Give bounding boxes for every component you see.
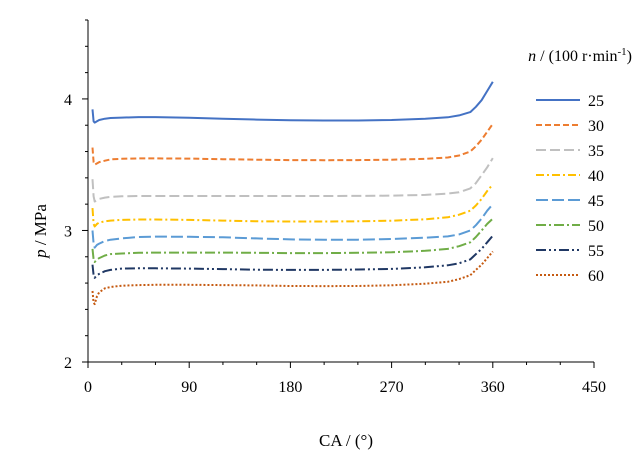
- series-line-50: [91, 217, 494, 263]
- series-line-30: [91, 123, 494, 166]
- series-lines: [91, 81, 494, 306]
- legend-label-45: 45: [588, 193, 604, 210]
- series-line-45: [91, 203, 494, 249]
- x-tick-label: 360: [481, 379, 505, 396]
- x-ticks: 0 90 180 270 360 450: [84, 362, 606, 396]
- series-line-60: [91, 250, 494, 306]
- legend-label-40: 40: [588, 168, 604, 185]
- legend-title-close: ): [627, 48, 632, 65]
- y-ticks: 2 3 4: [64, 19, 88, 372]
- x-tick-label: 450: [582, 379, 606, 396]
- series-line-25: [91, 81, 494, 124]
- x-tick-label: 90: [181, 379, 197, 396]
- legend-label-55: 55: [588, 243, 604, 260]
- y-tick-label: 4: [64, 92, 72, 109]
- x-tick-label: 0: [84, 379, 92, 396]
- legend-title-superscript: -1: [618, 46, 627, 58]
- legend-label-50: 50: [588, 218, 604, 235]
- x-tick-label: 270: [380, 379, 404, 396]
- y-tick-label: 3: [64, 223, 72, 240]
- legend-label-30: 30: [588, 118, 604, 135]
- y-axis-label: p / MPa: [31, 204, 50, 259]
- x-tick-label: 180: [278, 379, 302, 396]
- y-tick-label: 2: [64, 355, 72, 372]
- legend-title: n / (100 r·min-1): [528, 46, 632, 65]
- y-axis-label-symbol: p: [31, 249, 50, 259]
- x-axis-label: CA / (°): [319, 431, 373, 450]
- legend-label-60: 60: [588, 268, 604, 285]
- series-line-35: [91, 157, 494, 203]
- y-axis-label-unit: / MPa: [31, 204, 50, 250]
- legend-label-35: 35: [588, 143, 604, 160]
- legend-title-symbol: n: [528, 48, 536, 65]
- legend: 25 30 35 40 45 50 55 60: [536, 93, 604, 285]
- legend-title-unit: / (100 r·min: [536, 48, 617, 65]
- series-line-55: [91, 235, 494, 279]
- legend-label-25: 25: [588, 93, 604, 110]
- series-line-40: [91, 183, 494, 228]
